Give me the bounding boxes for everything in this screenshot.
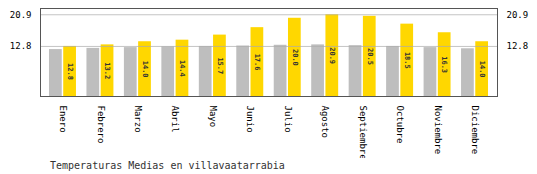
svg-text:Septiembre: Septiembre: [358, 106, 368, 159]
svg-text:14.0: 14.0: [478, 61, 486, 78]
svg-text:Noviembre: Noviembre: [433, 106, 443, 155]
svg-text:Enero: Enero: [58, 106, 68, 133]
svg-text:15.7: 15.7: [216, 57, 224, 74]
svg-text:Octubre: Octubre: [395, 106, 405, 144]
svg-text:20.0: 20.0: [291, 49, 299, 66]
svg-text:Abril: Abril: [170, 106, 180, 133]
svg-text:14.0: 14.0: [141, 61, 149, 78]
html-text:Temperaturas Medias en villava: Temperaturas Medias en villavaatarrabia: [50, 160, 285, 171]
svg-text:20.5: 20.5: [366, 48, 374, 65]
svg-text:13.2: 13.2: [103, 62, 111, 79]
svg-text:12.8: 12.8: [507, 41, 529, 51]
svg-text:Febrero: Febrero: [96, 106, 106, 144]
svg-text:Marzo: Marzo: [133, 106, 143, 133]
svg-text:17.6: 17.6: [253, 54, 261, 71]
svg-text:20.9: 20.9: [10, 10, 32, 20]
svg-text:Agosto: Agosto: [320, 106, 330, 139]
svg-text:20.9: 20.9: [507, 10, 529, 20]
svg-text:12.8: 12.8: [66, 63, 74, 80]
svg-text:16.3: 16.3: [440, 56, 448, 73]
svg-text:Mayo: Mayo: [208, 106, 218, 128]
svg-text:Junio: Junio: [245, 106, 255, 133]
svg-text:20.9: 20.9: [328, 47, 336, 64]
svg-text:Julio: Julio: [283, 106, 293, 133]
svg-text:Diciembre: Diciembre: [470, 106, 480, 155]
svg-text:12.8: 12.8: [10, 41, 32, 51]
svg-text:14.4: 14.4: [178, 60, 186, 77]
svg-text:18.5: 18.5: [403, 52, 411, 69]
